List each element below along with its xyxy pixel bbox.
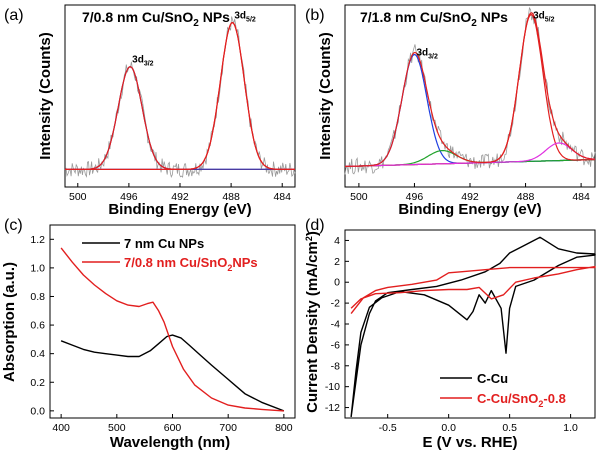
panel-d-x-axis-title: E (V vs. RHE): [422, 434, 517, 451]
panel-b-plot-frame: [344, 4, 596, 188]
panel-a-plot-area: [64, 16, 296, 178]
panel-c-label: (c): [4, 217, 23, 234]
panel-a-label: (a): [4, 7, 24, 24]
x-tick-label: 500: [350, 191, 368, 203]
x-tick-label: 500: [108, 422, 126, 434]
panel-a-peak-label-3d52: 3d5/2: [234, 11, 256, 24]
y-tick-label: 2: [334, 256, 340, 268]
y-tick-label: 0.6: [30, 320, 45, 332]
fit-component-line: [65, 66, 295, 170]
panel-b-x-ticks: 500 496 492 488 484: [350, 183, 590, 203]
panel-c-y-ticks: 0.0 0.2 0.4 0.6 0.8 1.0 1.2: [30, 234, 54, 417]
y-tick-label: 1.0: [30, 262, 45, 274]
raw-spectrum-line: [64, 16, 296, 178]
series-line: [60, 247, 284, 412]
x-tick-label: 400: [52, 422, 70, 434]
fit-envelope-line: [344, 12, 596, 168]
series-line: [60, 334, 285, 412]
panel-c-legend-label-cusno2: 7/0.8 nm Cu/SnO2NPs: [124, 255, 258, 273]
panel-d-plot-area: [350, 236, 596, 418]
x-tick-label: 496: [406, 191, 424, 203]
y-tick-label: -8: [331, 360, 340, 372]
y-tick-label: 1.2: [30, 234, 45, 246]
y-tick-label: 4: [334, 235, 340, 247]
x-tick-label: 700: [219, 422, 237, 434]
panel-a-peak-label-3d32: 3d3/2: [132, 55, 154, 68]
x-tick-label: -0.5: [379, 422, 397, 434]
panel-a-x-axis-title: Binding Energy (eV): [108, 201, 251, 218]
y-tick-label: 0.0: [30, 405, 45, 417]
panel-d-y-axis-title: Current Density (mA/cm2): [304, 231, 321, 413]
panel-b-plot-area: [344, 6, 596, 175]
panel-b-label: (b): [305, 7, 325, 24]
y-tick-label: -10: [325, 381, 340, 393]
x-tick-label: 488: [517, 191, 535, 203]
y-tick-label: 0.4: [30, 348, 45, 360]
panel-a-xps-sn3d-0.8: (a) 500 496 492 488 484 7/0.8 nm Cu/SnO2 NPs…: [4, 4, 296, 218]
panel-d-legend-label-ccusno2: C-Cu/SnO2-0.8: [477, 391, 566, 409]
panel-d-x-ticks: -0.5 0.0 0.5 1.0: [379, 414, 578, 434]
panel-d-legend: C-Cu C-Cu/SnO2-0.8: [440, 371, 566, 409]
panel-a-title: 7/0.8 nm Cu/SnO2 NPs: [82, 9, 230, 29]
fit-component-line: [344, 142, 596, 168]
fit-envelope-line: [65, 21, 295, 170]
series-line: [350, 265, 596, 315]
panel-c-legend-label-cu: 7 nm Cu NPs: [124, 236, 204, 251]
panel-b-peak-label-3d32: 3d3/2: [416, 47, 438, 60]
panel-c-plot-area: [60, 247, 285, 412]
panel-b-y-axis-title: Intensity (Counts): [317, 32, 334, 160]
y-tick-label: -6: [331, 339, 340, 351]
panel-b-peak-label-3d52: 3d5/2: [533, 11, 555, 24]
panel-b-x-axis-title: Binding Energy (eV): [398, 201, 541, 218]
panel-d-legend-label-ccu: C-Cu: [477, 371, 508, 386]
y-tick-label: 0.8: [30, 291, 45, 303]
panel-a-x-ticks: 500 496 492 488 484: [69, 183, 291, 203]
panel-c-legend: 7 nm Cu NPs 7/0.8 nm Cu/SnO2NPs: [82, 236, 258, 273]
panel-b-title: 7/1.8 nm Cu/SnO2 NPs: [360, 9, 508, 29]
x-tick-label: 492: [461, 191, 479, 203]
fit-component-line: [65, 21, 295, 170]
panel-d-plot-frame: [344, 229, 596, 419]
panel-d-y-ticks: 4 2 0 -2 -4 -6 -8 -10 -12: [325, 235, 349, 414]
y-tick-label: -12: [325, 402, 340, 414]
panel-d-label: (d): [305, 217, 325, 234]
panel-a-y-axis-title: Intensity (Counts): [37, 32, 54, 160]
panel-c-plot-frame: [49, 224, 296, 419]
x-tick-label: 500: [69, 191, 87, 203]
panel-c-x-axis-title: Wavelength (nm): [110, 434, 230, 451]
x-tick-label: 800: [275, 422, 293, 434]
x-tick-label: 0.5: [502, 422, 517, 434]
x-tick-label: 0.0: [441, 422, 456, 434]
x-tick-label: 488: [222, 191, 240, 203]
y-tick-label: 0: [334, 277, 340, 289]
panel-b-xps-sn3d-1.8: (b) 500 496 492 488 484 7/1.8 nm Cu/SnO2 NPs…: [305, 4, 596, 218]
x-tick-label: 1.0: [563, 422, 578, 434]
x-tick-label: 492: [171, 191, 189, 203]
x-tick-label: 484: [273, 191, 291, 203]
panel-c-uv-vis: (c) 400 500 600 700 800 0.0 0.2 0.4 0.6 0.8 1.0 1.…: [1, 217, 296, 451]
y-tick-label: 0.2: [30, 377, 45, 389]
x-tick-label: 600: [164, 422, 182, 434]
panel-d-cv: (d) -0.5 0.0 0.5 1.0 4 2 0 -2 -4 -6 -8 -10 -12 C-Cu…: [304, 217, 596, 451]
series-line: [350, 236, 596, 418]
panel-c-y-axis-title: Absorption (a.u.): [1, 262, 18, 382]
x-tick-label: 496: [120, 191, 138, 203]
y-tick-label: -2: [331, 298, 340, 310]
y-tick-label: -4: [331, 319, 340, 331]
x-tick-label: 484: [572, 191, 590, 203]
panel-c-x-ticks: 400 500 600 700 800: [52, 414, 293, 434]
